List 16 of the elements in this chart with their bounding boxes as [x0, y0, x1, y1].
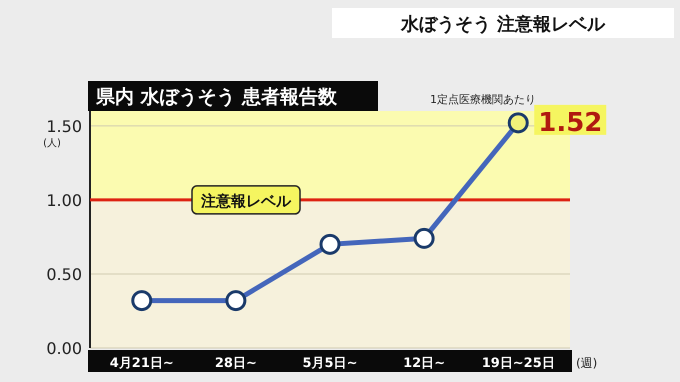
- y-axis-title: (人): [43, 138, 61, 149]
- chart-subtitle: 水ぼうそう 注意報レベル: [400, 14, 606, 35]
- y-tick-label: 0.50: [46, 264, 82, 284]
- y-tick-label: 1.50: [46, 116, 82, 136]
- ref-line-label: 注意報レベル: [200, 192, 292, 210]
- text: 1定点医療機関あたり: [430, 93, 536, 106]
- y-tick-label: 1.00: [46, 190, 82, 210]
- x-tick-label: 12日~: [403, 356, 446, 371]
- x-tick-label: 5月5日~: [302, 356, 358, 371]
- chart-title: 県内 水ぼうそう 患者報告数: [95, 86, 338, 108]
- x-tick-label: 28日~: [214, 356, 257, 371]
- data-label: 1.52: [538, 108, 602, 138]
- x-axis-title: (週): [576, 356, 598, 370]
- x-tick-label: 4月21日~: [110, 356, 174, 371]
- y-tick-label: 0.00: [46, 339, 82, 358]
- x-tick-label: 19日~25日: [482, 356, 555, 371]
